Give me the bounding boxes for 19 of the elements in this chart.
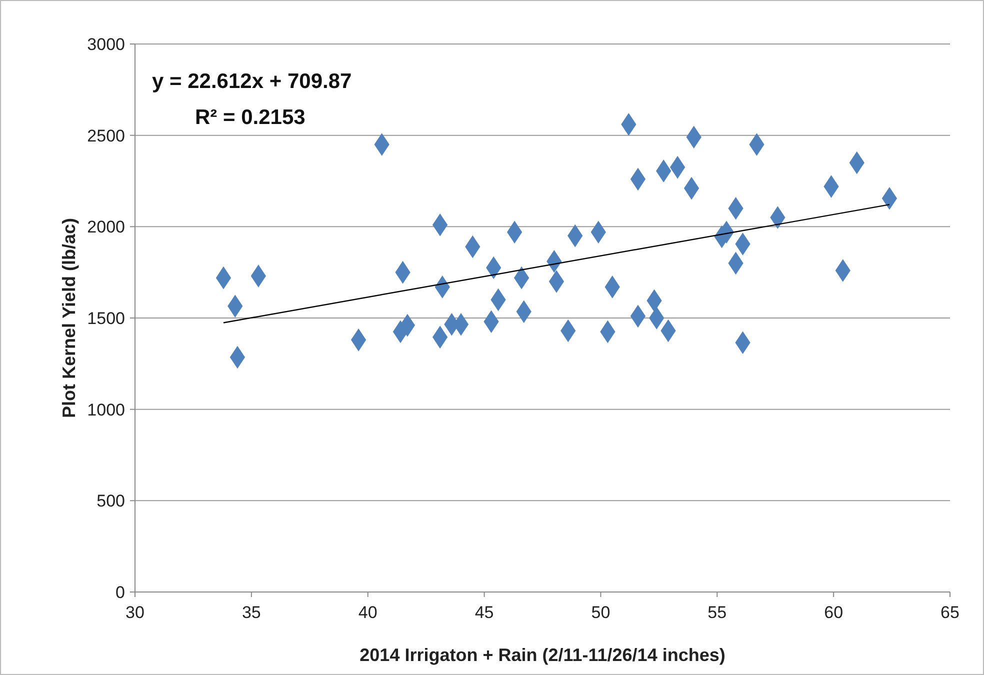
y-tick-label: 1000 <box>87 400 125 420</box>
x-tick-label: 50 <box>591 603 610 622</box>
y-tick-label: 3000 <box>87 34 125 54</box>
y-tick-label: 1500 <box>87 308 125 328</box>
x-tick-label: 55 <box>708 603 727 622</box>
x-tick-label: 65 <box>940 603 960 622</box>
x-tick-label: 60 <box>824 603 844 622</box>
annotation: y = 22.612x + 709.87 <box>152 70 352 93</box>
x-axis-title: 2014 Irrigaton + Rain (2/11-11/26/14 inches) <box>360 645 726 665</box>
y-tick-label: 0 <box>116 582 125 602</box>
y-tick-label: 2500 <box>87 126 125 146</box>
x-tick-label: 40 <box>358 603 378 622</box>
x-tick-label: 30 <box>126 603 144 622</box>
y-axis-title: Plot Kernel Yield (lb/ac) <box>59 218 79 418</box>
annotation: R² = 0.2153 <box>195 106 306 129</box>
x-tick-label: 45 <box>474 603 494 622</box>
y-tick-label: 2000 <box>87 218 125 237</box>
y-tick-label: 500 <box>96 492 125 511</box>
x-tick-label: 35 <box>242 603 261 622</box>
